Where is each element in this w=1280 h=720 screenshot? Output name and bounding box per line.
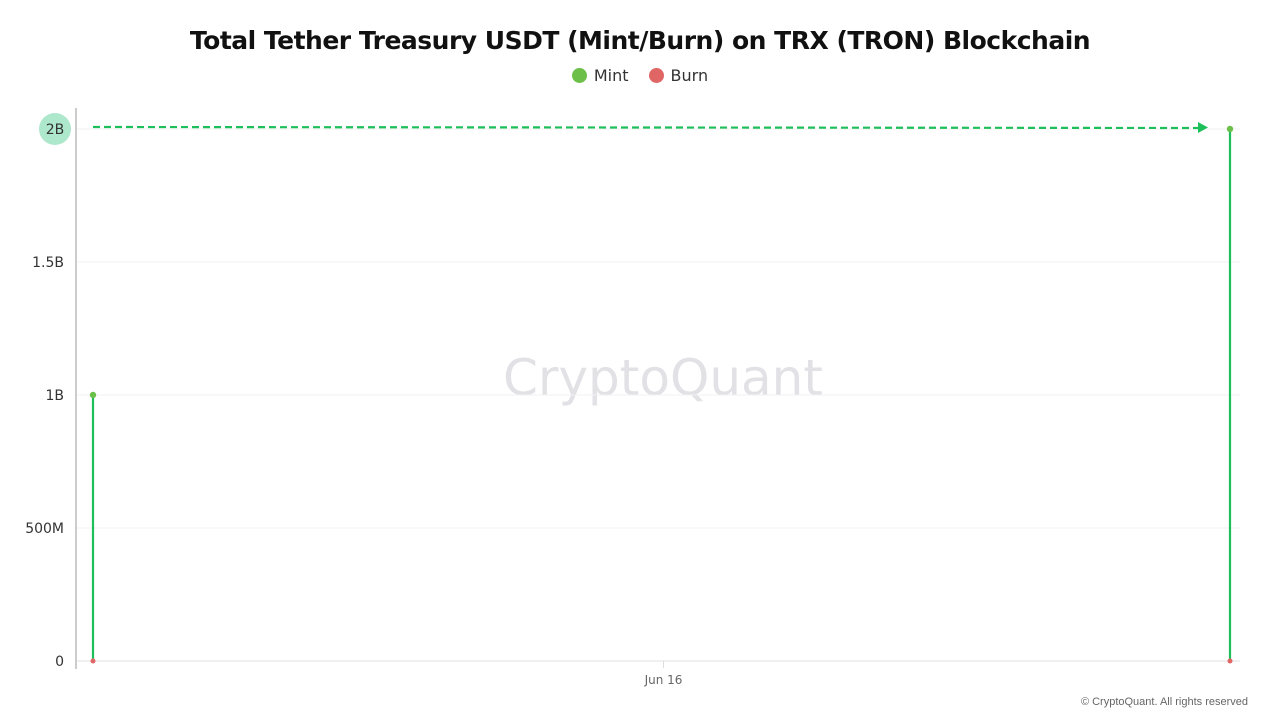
mint-point <box>1226 125 1234 133</box>
copyright: © CryptoQuant. All rights reserved <box>1080 696 1248 708</box>
legend: Mint Burn <box>0 66 1280 85</box>
x-tick-label: Jun 16 <box>644 673 683 687</box>
y-tick-label: 500M <box>25 521 64 537</box>
burn-point <box>1227 658 1233 664</box>
legend-item-mint[interactable]: Mint <box>571 66 629 85</box>
dashed-arrow-line <box>92 125 1199 130</box>
mint-point <box>89 391 97 399</box>
y-tick-label: 1B <box>45 388 64 404</box>
watermark: CryptoQuant <box>503 349 823 407</box>
highlight-circle <box>39 113 71 145</box>
y-tick-label: 0 <box>55 654 64 670</box>
chart-title: Total Tether Treasury USDT (Mint/Burn) o… <box>189 26 1091 55</box>
legend-label-burn: Burn <box>670 66 709 85</box>
arrow-head-icon <box>1198 122 1208 133</box>
burn-dot-icon <box>648 68 664 83</box>
burn-point <box>90 658 96 664</box>
legend-item-burn[interactable]: Burn <box>648 66 709 85</box>
legend-label-mint: Mint <box>593 66 629 85</box>
mint-dot-icon <box>571 68 587 83</box>
y-tick-label: 2B <box>46 122 65 138</box>
y-tick-label: 1.5B <box>32 255 64 271</box>
